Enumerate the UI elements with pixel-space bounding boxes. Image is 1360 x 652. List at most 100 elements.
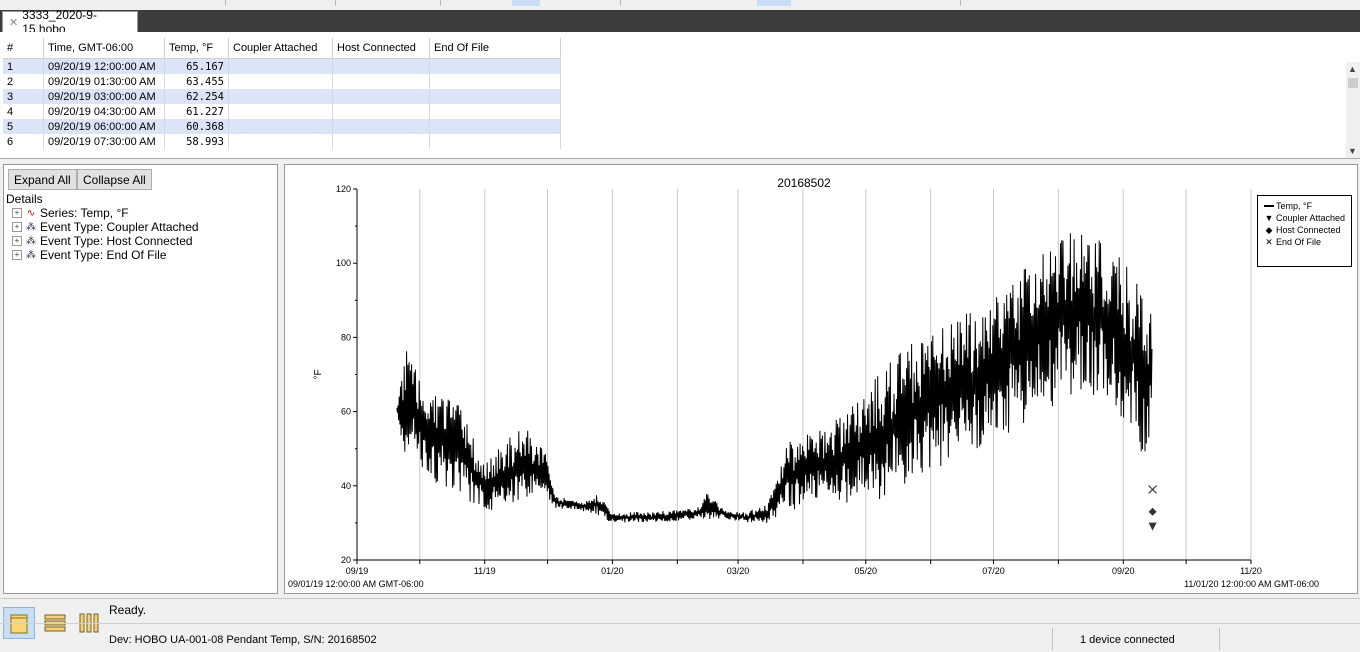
event-type-icon: ⁂ (26, 249, 36, 261)
cell-index: 4 (3, 104, 44, 119)
details-heading: Details (6, 192, 43, 206)
cell-index: 6 (3, 134, 44, 149)
expand-icon[interactable]: + (12, 250, 22, 260)
cell-temp: 60.368 (164, 119, 229, 134)
scroll-up-icon[interactable]: ▲ (1348, 64, 1357, 74)
table-row[interactable]: 3 09/20/19 03:00:00 AM 62.254 (3, 89, 561, 104)
event-type-icon: ⁂ (26, 235, 36, 247)
y-tick-label: 80 (341, 332, 351, 342)
cell-coupler (228, 134, 333, 149)
device-info-text: Dev: HOBO UA-001-08 Pendant Temp, S/N: 2… (109, 634, 377, 646)
coupler-attached-marker (1148, 522, 1157, 531)
table-row[interactable]: 5 09/20/19 06:00:00 AM 60.368 (3, 119, 561, 134)
y-axis-label: °F (313, 369, 324, 379)
expand-icon[interactable]: + (12, 236, 22, 246)
temperature-chart[interactable]: 20168502 20 40 60 80 100 120 09/19 11/19 01/20 03… (285, 165, 1357, 593)
column-header-end-of-file[interactable]: End Of File (429, 38, 561, 59)
toolbar-separator (960, 0, 961, 6)
tree-item-label: Event Type: End Of File (40, 248, 167, 262)
cell-temp: 61.227 (164, 104, 229, 119)
legend-label: Host Connected (1276, 225, 1341, 235)
chart-panel: 20168502 20 40 60 80 100 120 09/19 11/19 01/20 03… (284, 164, 1358, 594)
cell-index: 3 (3, 89, 44, 104)
column-header-host-connected[interactable]: Host Connected (332, 38, 430, 59)
table-row[interactable]: 1 09/20/19 12:00:00 AM 65.167 (3, 58, 561, 74)
column-header-time[interactable]: Time, GMT-06:00 (43, 38, 165, 59)
x-tick-label: 09/20 (1112, 566, 1135, 576)
table-row[interactable]: 2 09/20/19 01:30:00 AM 63.455 (3, 74, 561, 89)
series-line-icon: ∿ (26, 207, 36, 219)
document-tab[interactable]: ✕ 3333_2020-9-15.hobo (2, 8, 138, 36)
cell-coupler (228, 58, 333, 74)
toolbar-button-highlight[interactable] (757, 0, 791, 6)
tree-item-host-connected[interactable]: + ⁂ Event Type: Host Connected (6, 234, 199, 248)
cell-time: 09/20/19 07:30:00 AM (43, 134, 165, 149)
legend-line-swatch (1264, 205, 1274, 207)
x-axis-start-label: 09/01/19 12:00:00 AM GMT-06:00 (288, 579, 424, 589)
cell-temp: 62.254 (164, 89, 229, 104)
toolbar-separator (225, 0, 226, 6)
gridlines (356, 189, 1252, 560)
x-tick-label: 07/20 (982, 566, 1005, 576)
event-markers (1148, 485, 1158, 531)
expand-icon[interactable]: + (12, 208, 22, 218)
column-header-coupler-attached[interactable]: Coupler Attached (228, 38, 333, 59)
collapse-all-button[interactable]: Collapse All (77, 169, 152, 190)
legend-label: End Of File (1276, 237, 1322, 247)
cell-time: 09/20/19 12:00:00 AM (43, 58, 165, 74)
x-tick-label: 03/20 (727, 566, 750, 576)
table-row[interactable]: 4 09/20/19 04:30:00 AM 61.227 (3, 104, 561, 119)
x-tick-label: 09/19 (346, 566, 369, 576)
data-table-panel: # Time, GMT-06:00 Temp, °F Coupler Attac… (0, 32, 1360, 159)
table-vertical-scrollbar[interactable]: ▲ ▼ (1346, 62, 1360, 158)
legend-item-host: ◆ Host Connected (1264, 224, 1351, 236)
cell-host (332, 89, 430, 104)
close-tab-icon[interactable]: ✕ (9, 16, 19, 29)
toolbar-separator (440, 0, 441, 6)
tree-item-end-of-file[interactable]: + ⁂ Event Type: End Of File (6, 248, 199, 262)
chart-title: 20168502 (777, 176, 831, 190)
column-header-index[interactable]: # (3, 38, 44, 59)
legend-label: Temp, °F (1276, 201, 1313, 211)
y-tick-label: 100 (336, 258, 351, 268)
scroll-down-icon[interactable]: ▼ (1348, 146, 1357, 156)
tree-item-coupler-attached[interactable]: + ⁂ Event Type: Coupler Attached (6, 220, 199, 234)
cell-eof (429, 134, 561, 149)
cell-eof (429, 74, 561, 89)
expand-icon[interactable]: + (12, 222, 22, 232)
y-tick-label: 60 (341, 407, 351, 417)
toolbar-separator (335, 0, 336, 6)
status-separator (1219, 628, 1220, 650)
x-tick-label: 11/19 (474, 566, 496, 576)
expand-all-button[interactable]: Expand All (8, 169, 77, 190)
x-axis-end-label: 11/01/20 12:00:00 AM GMT-06:00 (1184, 579, 1319, 589)
x-mark-icon: ✕ (1265, 236, 1273, 247)
chart-legend: Temp, °F ▼ Coupler Attached ◆ Host Connect… (1257, 195, 1352, 267)
cell-index: 2 (3, 74, 44, 89)
axes: 20 40 60 80 100 120 09/19 11/19 01/20 03/20 05/20 0… (336, 184, 1262, 576)
cell-time: 09/20/19 01:30:00 AM (43, 74, 165, 89)
legend-item-coupler: ▼ Coupler Attached (1264, 212, 1351, 224)
y-tick-label: 120 (336, 184, 351, 194)
details-tree: Details + ∿ Series: Temp, °F + ⁂ Event T… (6, 192, 199, 262)
event-type-icon: ⁂ (26, 221, 36, 233)
cell-time: 09/20/19 06:00:00 AM (43, 119, 165, 134)
tree-item-label: Event Type: Coupler Attached (40, 220, 199, 234)
cell-eof (429, 58, 561, 74)
table-row[interactable]: 6 09/20/19 07:30:00 AM 58.993 (3, 134, 561, 149)
scrollbar-thumb[interactable] (1348, 78, 1358, 88)
series-line-temp[interactable] (396, 233, 1153, 523)
x-tick-label: 11/20 (1240, 566, 1262, 576)
cell-host (332, 104, 430, 119)
legend-label: Coupler Attached (1276, 213, 1346, 223)
cell-eof (429, 119, 561, 134)
tree-item-label: Event Type: Host Connected (40, 234, 193, 248)
tree-item-label: Series: Temp, °F (40, 206, 129, 220)
cell-time: 09/20/19 03:00:00 AM (43, 89, 165, 104)
end-of-file-marker (1148, 485, 1158, 494)
column-header-temp[interactable]: Temp, °F (164, 38, 229, 59)
cell-host (332, 119, 430, 134)
tree-item-series-temp[interactable]: + ∿ Series: Temp, °F (6, 206, 199, 220)
toolbar-button-highlight[interactable] (512, 0, 540, 6)
cell-temp: 65.167 (164, 58, 229, 74)
